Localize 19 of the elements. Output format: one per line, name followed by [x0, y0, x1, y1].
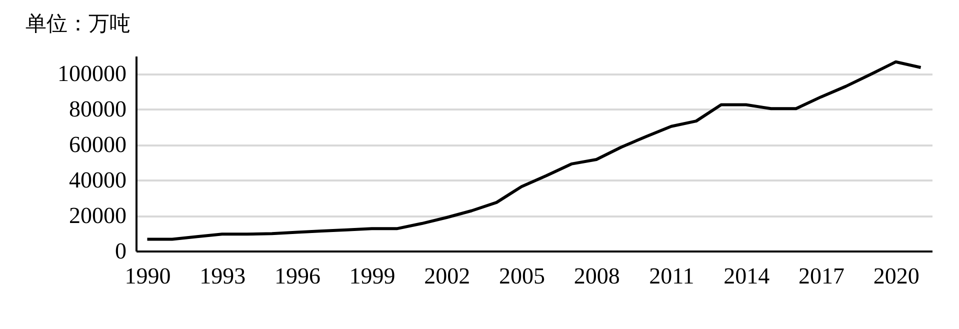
x-tick-label: 2011	[649, 264, 694, 288]
x-tick-label: 2002	[424, 264, 470, 288]
x-tick-label: 2017	[798, 264, 844, 288]
x-tick-label: 2020	[873, 264, 920, 288]
x-tick-label: 2008	[574, 264, 620, 288]
x-tick-label: 2014	[724, 264, 770, 288]
y-tick-label: 0	[115, 238, 126, 264]
y-tick-label: 80000	[69, 96, 126, 122]
y-tick-label: 20000	[69, 203, 126, 228]
y-tick-label: 100000	[58, 61, 126, 86]
x-tick-label: 1993	[200, 264, 246, 288]
x-tick-label: 1999	[349, 264, 396, 288]
line-series	[146, 60, 922, 241]
y-tick-label: 40000	[69, 168, 126, 193]
y-axis-title: 单位：万吨	[26, 12, 130, 36]
x-tick-label: 1996	[274, 264, 320, 288]
x-tick-label: 2005	[499, 264, 546, 288]
y-tick-label: 60000	[69, 132, 126, 158]
x-tick-label: 1990	[124, 264, 171, 288]
